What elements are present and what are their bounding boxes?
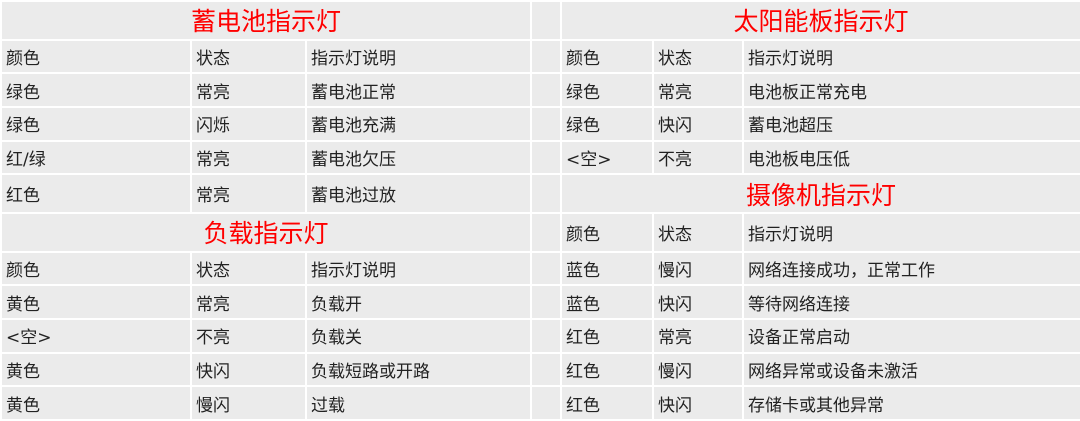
spacer-cell bbox=[530, 385, 562, 421]
description-cell: 负载短路或开路 bbox=[305, 351, 532, 388]
state-cell: 快闪 bbox=[652, 106, 744, 142]
color-cell: <空> bbox=[0, 318, 192, 354]
color-cell: 红/绿 bbox=[0, 139, 192, 176]
color-cell: 红色 bbox=[560, 351, 654, 388]
state-cell: 常亮 bbox=[652, 72, 744, 109]
table-row: 黄色 快闪 负载短路或开路 红色 慢闪 网络异常或设备未激活 bbox=[0, 351, 1080, 388]
description-cell: 负载关 bbox=[305, 318, 532, 354]
state-cell: 状态 bbox=[190, 38, 307, 75]
color-cell: 黄色 bbox=[0, 351, 192, 388]
color-cell: 颜色 bbox=[560, 38, 654, 75]
spacer-cell bbox=[530, 0, 562, 41]
state-cell: 慢闪 bbox=[190, 385, 307, 421]
description-cell: 网络异常或设备未激活 bbox=[741, 351, 1080, 388]
state-cell: 常亮 bbox=[652, 318, 744, 354]
camera-section-title: 摄像机指示灯 bbox=[559, 173, 1080, 215]
description-cell: 负载开 bbox=[305, 284, 532, 321]
table-row: 颜色 状态 指示灯说明 颜色 状态 指示灯说明 bbox=[0, 38, 1080, 75]
state-cell: 慢闪 bbox=[652, 250, 744, 287]
state-cell: 状态 bbox=[652, 38, 744, 75]
state-cell: 不亮 bbox=[652, 139, 744, 176]
table-row: 蓄电池指示灯 太阳能板指示灯 bbox=[0, 0, 1080, 41]
table-row: 红色 常亮 蓄电池过放 摄像机指示灯 bbox=[0, 173, 1080, 215]
description-cell: 蓄电池过放 bbox=[305, 173, 532, 215]
description-cell: 等待网络连接 bbox=[741, 284, 1080, 321]
color-cell: 蓝色 bbox=[560, 250, 654, 287]
description-cell: 蓄电池正常 bbox=[305, 72, 532, 109]
color-cell: 黄色 bbox=[0, 385, 192, 421]
color-cell: 绿色 bbox=[0, 106, 192, 142]
color-cell: 颜色 bbox=[560, 212, 654, 253]
color-cell: 红色 bbox=[560, 385, 654, 421]
description-cell: 蓄电池超压 bbox=[741, 106, 1080, 142]
description-cell: 电池板正常充电 bbox=[741, 72, 1080, 109]
description-cell: 指示灯说明 bbox=[741, 38, 1080, 75]
spacer-cell bbox=[530, 173, 562, 215]
state-cell: 快闪 bbox=[652, 284, 744, 321]
state-cell: 常亮 bbox=[190, 284, 307, 321]
spacer-cell bbox=[530, 139, 562, 176]
color-cell: 颜色 bbox=[0, 38, 192, 75]
spacer-cell bbox=[530, 250, 562, 287]
spacer-cell bbox=[530, 72, 562, 109]
color-cell: 绿色 bbox=[0, 72, 192, 109]
state-cell: 不亮 bbox=[190, 318, 307, 354]
table-row: 黄色 常亮 负载开 蓝色 快闪 等待网络连接 bbox=[0, 284, 1080, 321]
color-cell: 红色 bbox=[0, 173, 192, 215]
spacer-cell bbox=[530, 318, 562, 354]
color-cell: 绿色 bbox=[560, 106, 654, 142]
table-row: 负载指示灯 颜色 状态 指示灯说明 bbox=[0, 212, 1080, 253]
description-cell: 指示灯说明 bbox=[305, 250, 532, 287]
table-row: 绿色 闪烁 蓄电池充满 绿色 快闪 蓄电池超压 bbox=[0, 106, 1080, 142]
state-cell: 快闪 bbox=[652, 385, 744, 421]
table-row: 绿色 常亮 蓄电池正常 绿色 常亮 电池板正常充电 bbox=[0, 72, 1080, 109]
spacer-cell bbox=[530, 284, 562, 321]
spacer-cell bbox=[530, 106, 562, 142]
color-cell: 蓝色 bbox=[560, 284, 654, 321]
spacer-cell bbox=[530, 212, 562, 253]
description-cell: 存储卡或其他异常 bbox=[741, 385, 1080, 421]
description-cell: 过载 bbox=[305, 385, 532, 421]
color-cell: 绿色 bbox=[560, 72, 654, 109]
state-cell: 闪烁 bbox=[190, 106, 307, 142]
table-row: 颜色 状态 指示灯说明 蓝色 慢闪 网络连接成功，正常工作 bbox=[0, 250, 1080, 287]
spacer-cell bbox=[530, 351, 562, 388]
description-cell: 网络连接成功，正常工作 bbox=[741, 250, 1080, 287]
description-cell: 指示灯说明 bbox=[305, 38, 532, 75]
description-cell: 设备正常启动 bbox=[741, 318, 1080, 354]
state-cell: 状态 bbox=[190, 250, 307, 287]
color-cell: 颜色 bbox=[0, 250, 192, 287]
color-cell: <空> bbox=[560, 139, 654, 176]
table-row: <空> 不亮 负载关 红色 常亮 设备正常启动 bbox=[0, 318, 1080, 354]
state-cell: 快闪 bbox=[190, 351, 307, 388]
description-cell: 电池板电压低 bbox=[741, 139, 1080, 176]
table-row: 黄色 慢闪 过载 红色 快闪 存储卡或其他异常 bbox=[0, 385, 1080, 421]
solar-section-title: 太阳能板指示灯 bbox=[559, 0, 1080, 41]
spacer-cell bbox=[530, 38, 562, 75]
color-cell: 红色 bbox=[560, 318, 654, 354]
state-cell: 慢闪 bbox=[652, 351, 744, 388]
table-row: 红/绿 常亮 蓄电池欠压 <空> 不亮 电池板电压低 bbox=[0, 139, 1080, 176]
description-cell: 蓄电池充满 bbox=[305, 106, 532, 142]
state-cell: 常亮 bbox=[190, 72, 307, 109]
description-cell: 指示灯说明 bbox=[741, 212, 1080, 253]
load-section-title: 负载指示灯 bbox=[0, 212, 532, 253]
state-cell: 常亮 bbox=[190, 173, 307, 215]
description-cell: 蓄电池欠压 bbox=[305, 139, 532, 176]
color-cell: 黄色 bbox=[0, 284, 192, 321]
battery-section-title: 蓄电池指示灯 bbox=[0, 0, 532, 41]
state-cell: 状态 bbox=[652, 212, 744, 253]
state-cell: 常亮 bbox=[190, 139, 307, 176]
